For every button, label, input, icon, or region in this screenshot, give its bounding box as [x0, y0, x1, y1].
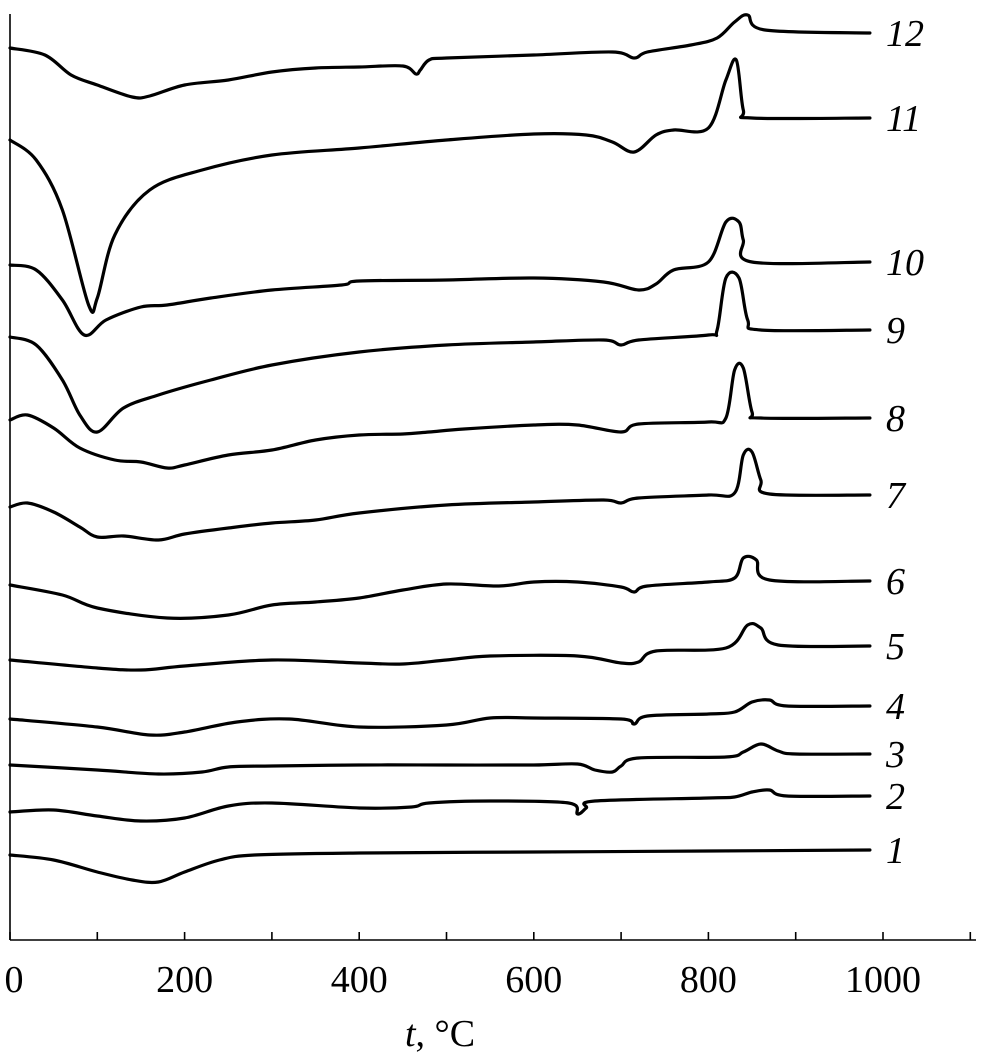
x-tick-label: 400 [331, 959, 388, 1001]
curve-label-5: 5 [886, 626, 905, 668]
x-axis-label-rest: , °C [416, 1013, 476, 1055]
curve-label-10: 10 [886, 242, 924, 284]
curve-10 [8, 216, 872, 338]
x-tick-label: 800 [680, 959, 737, 1001]
curve-label-3: 3 [885, 734, 905, 776]
curve-9 [8, 270, 872, 434]
curve-6 [8, 554, 872, 620]
x-tick-label: 1000 [845, 959, 921, 1001]
curve-1 [8, 848, 872, 885]
curve-label-4: 4 [886, 686, 905, 728]
curve-7 [8, 447, 872, 542]
curve-label-9: 9 [886, 310, 905, 352]
curve-label-11: 11 [886, 98, 921, 140]
curve-12 [8, 13, 872, 100]
curves [8, 13, 872, 885]
x-tick-label: 200 [156, 959, 213, 1001]
curve-label-8: 8 [886, 398, 905, 440]
curve-8 [8, 361, 872, 470]
curve-3 [8, 742, 872, 776]
x-ticks: 0 200 400 600 800 1000 [5, 932, 972, 1001]
curve-label-2: 2 [886, 776, 905, 818]
curve-4 [8, 698, 872, 737]
curve-label-6: 6 [886, 561, 905, 603]
curve-2 [8, 788, 872, 823]
curve-label-1: 1 [886, 830, 905, 872]
x-tick-label: 0 [5, 959, 24, 1001]
x-tick-label: 600 [505, 959, 562, 1001]
curve-label-7: 7 [886, 475, 907, 517]
x-axis-label-var: t [405, 1013, 417, 1055]
curve-label-12: 12 [886, 13, 924, 55]
curve-11 [8, 57, 872, 314]
curve-5 [8, 622, 872, 672]
x-axis-label: t, °C [405, 1013, 475, 1055]
